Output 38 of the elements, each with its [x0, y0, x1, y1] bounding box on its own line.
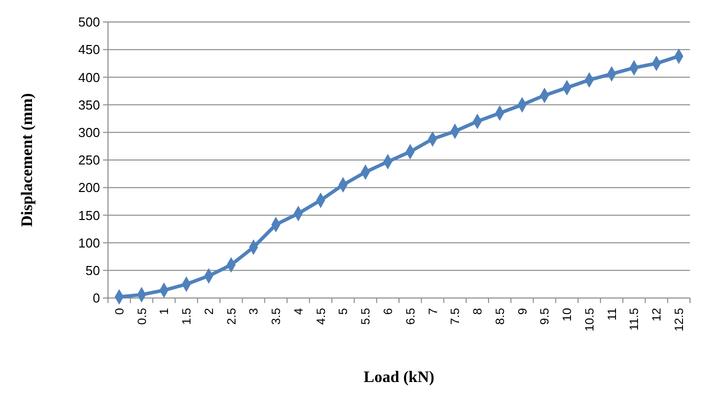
x-tick-label: 0 [112, 308, 126, 315]
y-tick-label: 250 [78, 152, 100, 168]
x-tick-label: 1.5 [180, 308, 194, 325]
x-tick-label: 3 [246, 308, 261, 315]
x-tick-label: 4 [291, 308, 306, 315]
x-tick-label: 2.5 [224, 308, 238, 325]
x-tick-label: 2 [202, 308, 216, 315]
x-tick-label: 8.5 [492, 308, 507, 325]
x-tick-label: 3.5 [269, 308, 284, 325]
x-tick-label: 8 [470, 308, 485, 315]
x-tick-label: 7.5 [448, 308, 462, 325]
x-axis-title: Load (kN) [364, 369, 434, 386]
y-tick-label: 100 [78, 235, 100, 250]
x-tick-label: 1 [157, 308, 172, 315]
y-tick-label: 200 [78, 180, 100, 196]
y-tick-label: 500 [78, 14, 100, 30]
x-tick-label: 5 [336, 308, 350, 315]
x-tick-label: 0.5 [134, 308, 149, 325]
y-tick-label: 400 [78, 70, 100, 85]
x-tick-label: 6 [381, 308, 396, 315]
x-tick-label: 9 [515, 308, 530, 315]
y-tick-label: 150 [78, 208, 100, 223]
x-tick-label: 12 [650, 308, 664, 322]
x-tick-label: 10 [560, 308, 574, 322]
x-tick-label: 11 [604, 308, 619, 320]
x-tick-label: 11.5 [627, 308, 642, 330]
x-tick-label: 6.5 [403, 308, 418, 325]
x-tick-label: 9.5 [538, 308, 552, 325]
y-tick-label: 350 [78, 97, 100, 112]
y-tick-label: 50 [86, 262, 100, 278]
x-tick-label: 7 [426, 308, 440, 315]
x-tick-label: 4.5 [314, 308, 328, 325]
y-axis-title: Displacement (mm) [19, 93, 36, 227]
x-tick-label: 5.5 [358, 308, 373, 325]
y-tick-label: 450 [78, 42, 100, 58]
y-tick-label: 300 [78, 124, 100, 140]
x-tick-label: 10.5 [582, 308, 596, 332]
x-tick-label: 12.5 [672, 308, 686, 332]
